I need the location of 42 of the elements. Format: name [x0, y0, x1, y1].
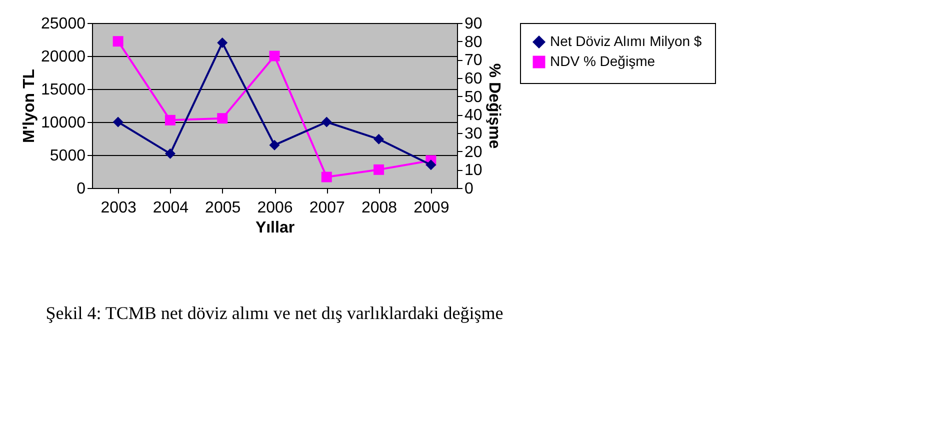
legend-label: Net Döviz Alımı Milyon $: [550, 33, 702, 49]
y2-axis-title: % Değişme: [485, 63, 502, 149]
point: [426, 160, 436, 170]
point: [321, 172, 332, 182]
y-tick-label: 15000: [41, 82, 86, 98]
y-tick-label: 5000: [50, 148, 86, 164]
point: [217, 38, 228, 48]
legend-label: NDV % Değişme: [550, 53, 656, 69]
point: [112, 116, 124, 128]
point: [374, 134, 384, 144]
x-axis-title: Yıllar: [255, 220, 295, 236]
x-tick-label: 2006: [257, 200, 293, 216]
x-tick-label: 2007: [309, 200, 346, 216]
y2-tick-label: 30: [464, 126, 482, 142]
y-tick-label: 0: [76, 180, 86, 198]
x-tick-label: 2009: [414, 200, 450, 216]
x-tick-label: 2005: [205, 200, 241, 216]
y2-tick-label: 40: [464, 107, 482, 124]
y-tick-label: 20000: [41, 48, 86, 66]
y2-tick-label: 80: [464, 34, 482, 51]
point: [321, 116, 332, 128]
x-tick-label: 2003: [100, 200, 136, 216]
y-tick-label: 25000: [41, 16, 86, 32]
y2-tick-label: 70: [464, 52, 482, 70]
y-tick-label: 10000: [41, 114, 86, 132]
x-tick-label: 2004: [152, 200, 189, 216]
point: [164, 114, 176, 126]
point: [217, 113, 228, 124]
point: [112, 36, 124, 47]
y2-tick-label: 60: [464, 70, 482, 88]
y2-tick-label: 0: [464, 180, 474, 198]
y2-tick-label: 10: [464, 162, 482, 180]
point: [164, 148, 176, 159]
y2-tick-label: 50: [464, 88, 482, 106]
y2-tick-label: 20: [464, 144, 482, 161]
point: [374, 164, 384, 175]
y-axis-title: M'lyon TL: [21, 68, 38, 144]
point: [269, 50, 280, 62]
x-tick-label: 2008: [361, 200, 398, 216]
text: Şekil 4: TCMB net döviz alımı ve net dış varlıklardaki değişme: [46, 303, 504, 323]
y2-tick-label: 90: [464, 16, 482, 32]
point: [269, 140, 280, 150]
